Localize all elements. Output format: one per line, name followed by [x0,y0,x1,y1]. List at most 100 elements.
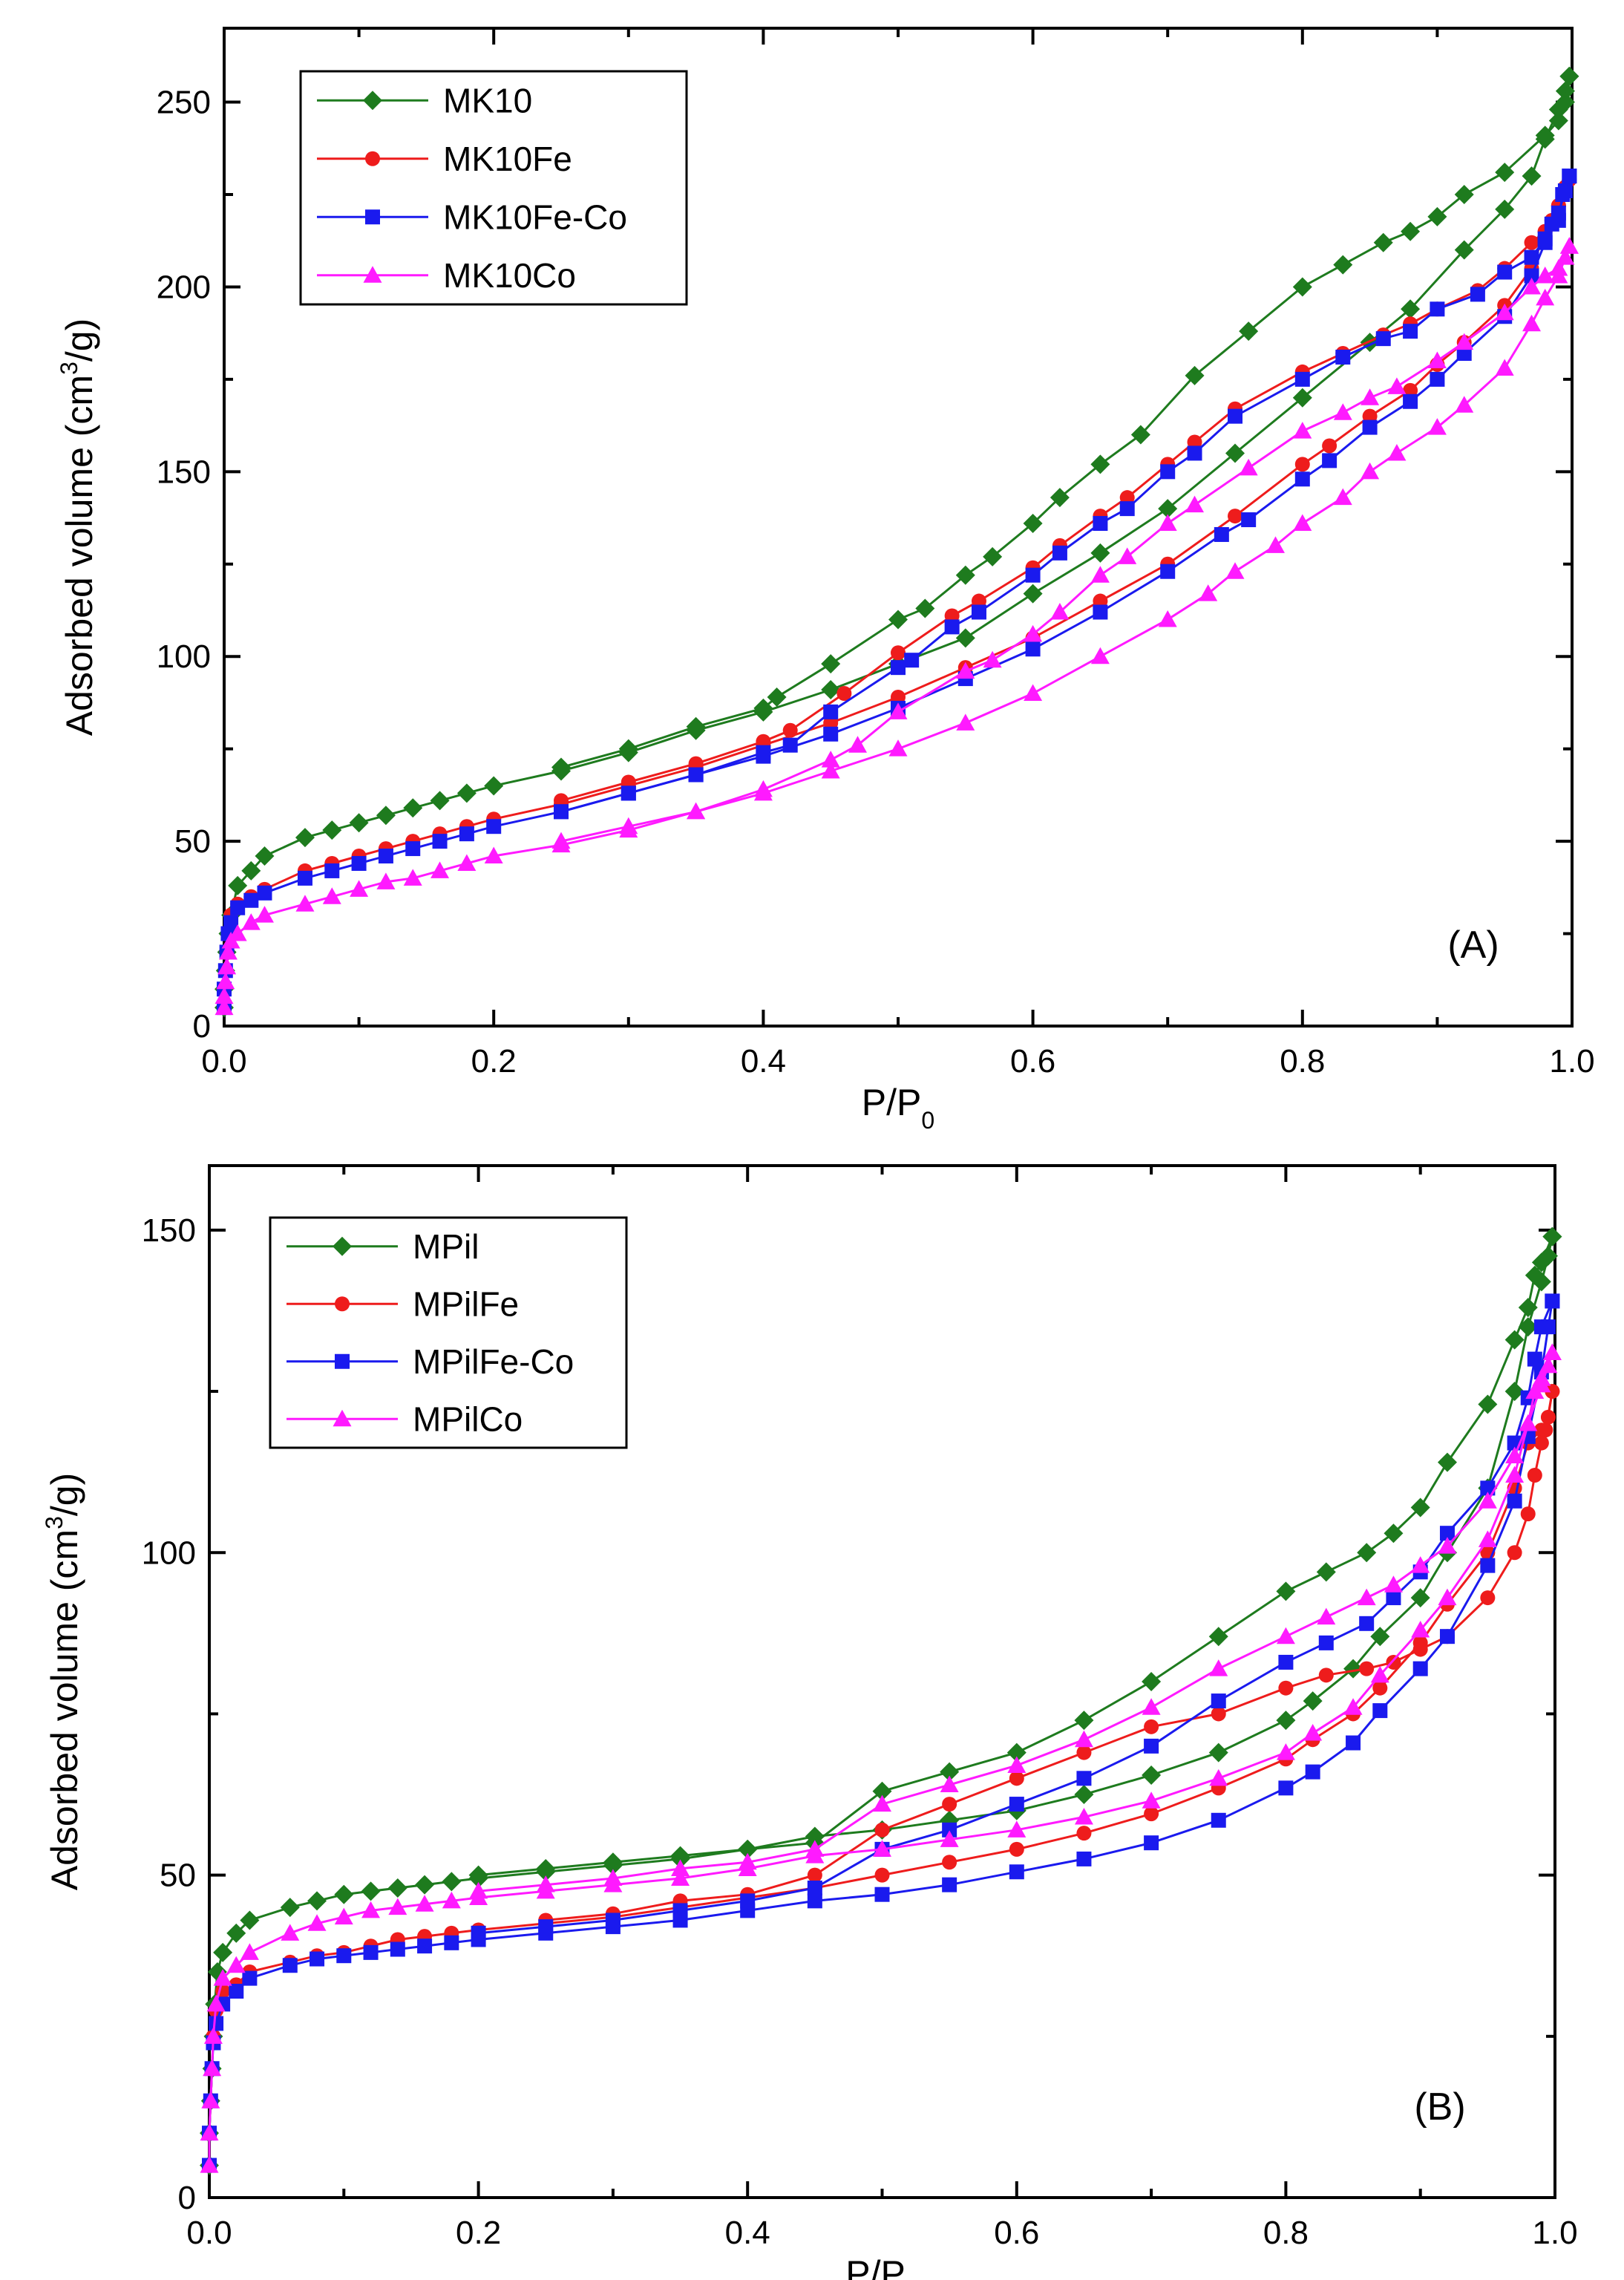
data-point [942,1855,957,1870]
data-point [1090,454,1110,474]
legend-box [299,70,688,306]
data-point [1346,1735,1361,1751]
legend-marker [335,1296,350,1312]
legend-marker [365,151,380,166]
data-point [807,1881,822,1895]
data-point [203,2059,222,2077]
data-point [1211,1693,1226,1709]
y-tick-label: 200 [157,269,211,305]
data-point [1410,1588,1430,1608]
data-point [1555,81,1575,101]
data-point [1372,1680,1388,1696]
data-point [1093,516,1108,532]
data-point [459,826,474,842]
data-point [241,913,261,930]
data-point [376,872,396,889]
data-point [1185,365,1205,385]
y-tick-label: 0 [178,2180,196,2216]
data-point [821,751,840,768]
series-line-adsorption [208,1391,1553,2166]
data-point [1050,602,1070,620]
data-point [417,1938,433,1954]
data-point [1505,1382,1525,1402]
data-point [1318,1667,1334,1683]
legend-label: MPilFe [413,1284,519,1323]
data-point [1555,187,1571,202]
data-point [940,1830,959,1847]
data-point [1410,1497,1430,1518]
data-point [415,1875,435,1895]
data-point [1535,125,1555,146]
data-point [1505,1466,1525,1483]
data-point [1497,264,1513,280]
legend-a: MK10 MK10Fe MK10Fe-Co MK10Co [299,70,688,306]
data-point [740,1893,756,1909]
data-point [484,776,504,796]
data-point [1241,512,1257,528]
data-point [403,869,422,886]
data-point [1090,543,1110,563]
data-point [672,1903,688,1918]
data-point [226,1923,246,1943]
legend-label: MPil [413,1227,479,1266]
data-point [1495,359,1514,376]
series-line-desorption [478,1300,1553,1935]
data-point [378,849,393,864]
data-point [1439,1526,1455,1541]
data-point [1533,1319,1549,1335]
series-line-desorption [478,1352,1553,1892]
y-tick-label: 150 [142,1212,196,1249]
data-point [229,1984,244,1999]
y-tick-label: 100 [142,1535,196,1571]
data-point [1559,237,1579,254]
data-point [469,1881,488,1899]
data-point [940,1762,960,1782]
data-point [823,726,839,742]
data-point [228,875,248,895]
legend-box [269,1216,628,1449]
data-point [1375,331,1391,347]
data-point [257,885,272,901]
data-point [1480,1480,1496,1496]
data-point [1076,1745,1092,1760]
data-point [349,813,369,833]
data-point [295,895,315,912]
data-point [686,716,706,736]
x-tick-label: 0.2 [456,2215,501,2251]
data-point [213,1942,233,1962]
data-point [1144,1719,1159,1734]
data-point [1343,1659,1363,1679]
data-point [942,1877,957,1892]
data-point [1387,377,1407,394]
series-mk10fe-co [217,169,1577,1016]
data-point [1518,1298,1538,1318]
data-point [671,1869,690,1886]
data-point [1228,408,1242,424]
data-point [486,819,502,834]
data-point [1009,1864,1024,1880]
data-point [1158,514,1177,532]
data-point [1024,624,1043,642]
legend-label: MPilFe-Co [413,1342,574,1381]
data-point [1562,169,1577,184]
data-point [1527,1351,1542,1367]
data-point [1403,324,1418,339]
data-point [1292,388,1312,408]
data-point [753,698,773,718]
data-point [1522,314,1542,332]
data-point [1185,495,1205,513]
data-point [1050,488,1070,508]
data-point [1142,1698,1161,1715]
data-point [687,802,706,820]
data-point [1438,1588,1457,1606]
data-point [1430,371,1445,387]
data-point [388,1898,407,1915]
data-point [1276,1711,1296,1731]
data-point [1266,536,1285,553]
x-tick-label: 0.6 [1010,1043,1055,1079]
data-point [1276,1743,1295,1760]
data-point [551,757,571,777]
data-point [1536,288,1555,306]
data-point [1454,185,1474,204]
x-tick-label: 0.0 [186,2215,232,2251]
